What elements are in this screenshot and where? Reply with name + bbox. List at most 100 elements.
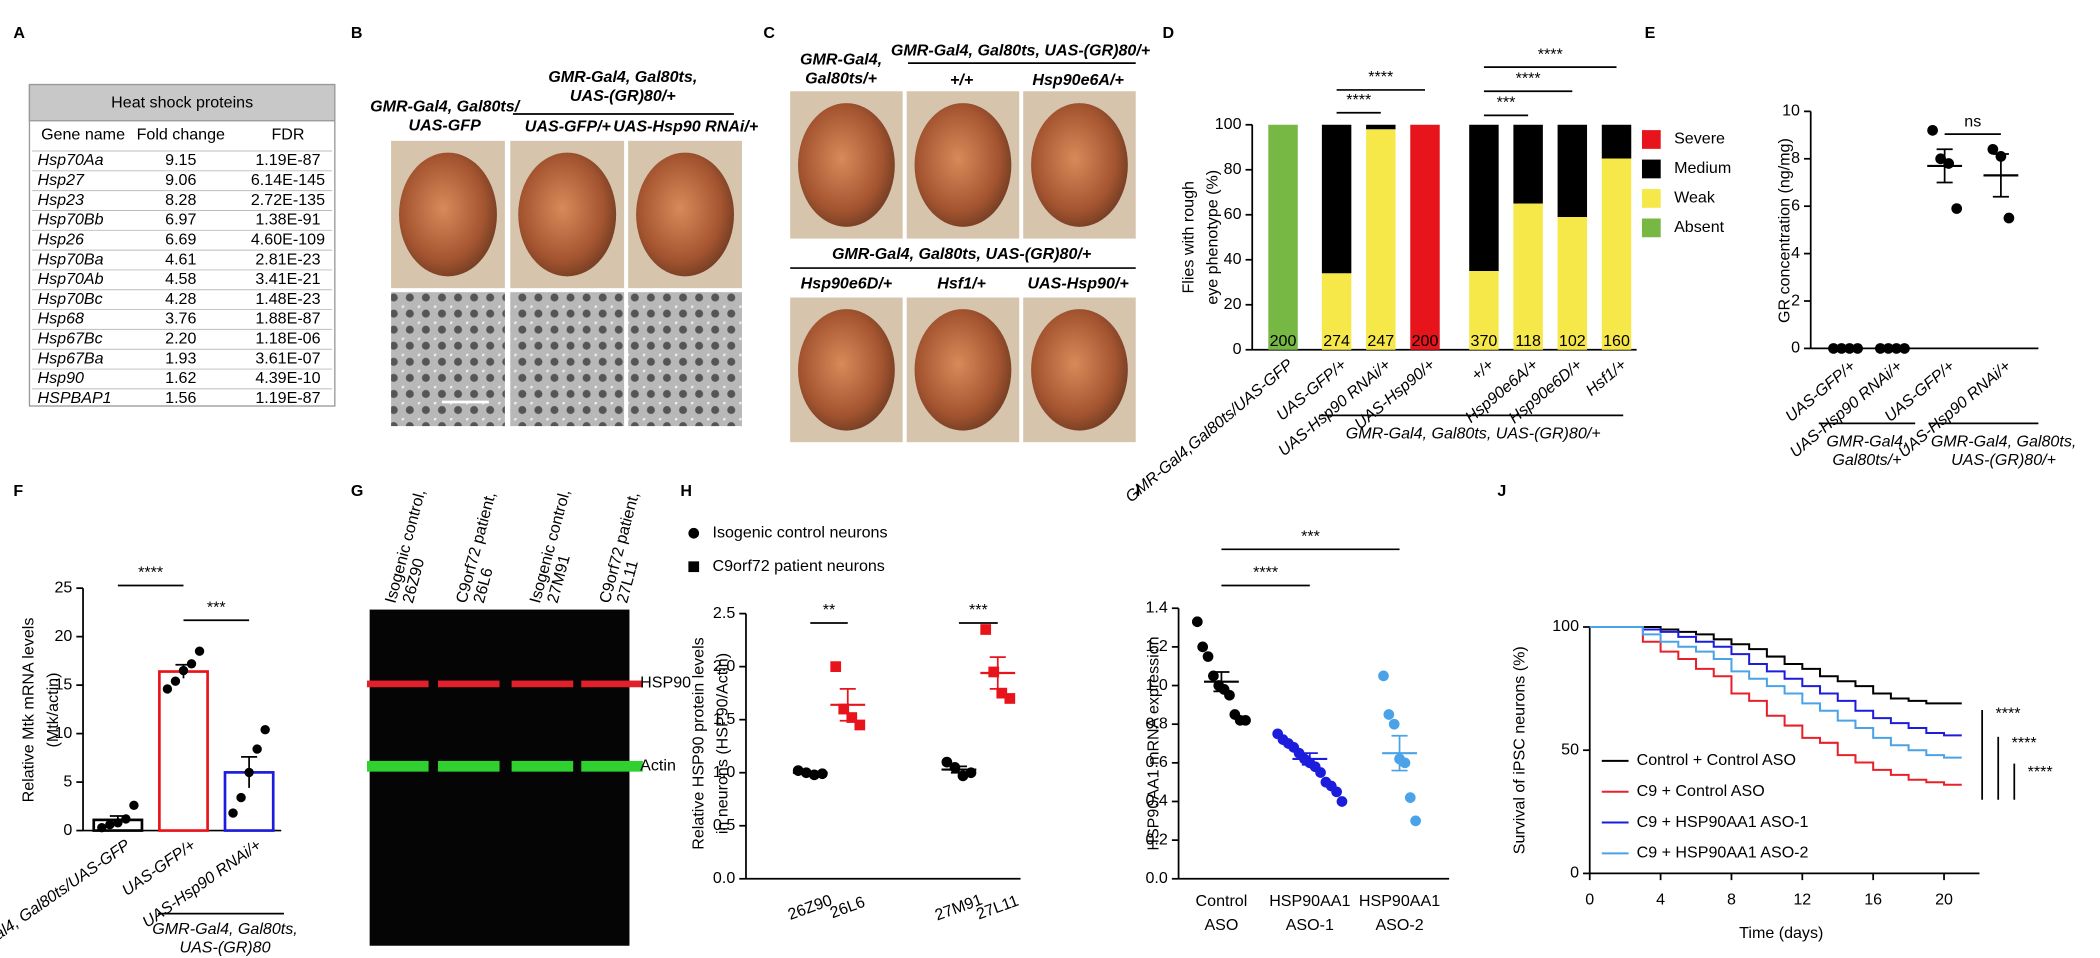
bar-segment <box>1321 273 1352 350</box>
panel-label: D <box>1163 24 1175 42</box>
group-label: GMR-Gal4, <box>1826 432 1907 450</box>
fdr: 1.48E-23 <box>255 290 320 308</box>
fold-change: 1.93 <box>165 349 196 367</box>
fdr: 1.19E-87 <box>255 151 320 169</box>
x-axis-label: Time (days) <box>1739 924 1823 942</box>
data-point <box>996 687 1008 699</box>
panel-label: C <box>763 24 775 42</box>
y-tick-label: 0 <box>1791 339 1800 357</box>
data-point <box>854 719 866 731</box>
bar-segment <box>1469 271 1499 350</box>
x-tick-label: HSP90AA1 <box>1359 892 1440 910</box>
y-tick-label: 10 <box>1782 102 1800 120</box>
y-axis-label: Survival of iPSC neurons (%) <box>1510 646 1528 854</box>
table-title: Heat shock proteins <box>111 94 253 112</box>
data-point <box>1191 616 1203 628</box>
significance-label: **** <box>2012 734 2037 752</box>
x-tick-label: 0 <box>1585 890 1594 908</box>
significance-label: ns <box>1964 112 1981 130</box>
y-axis-label: Flies with rough <box>1180 181 1198 294</box>
gene-name: Hsp70Ab <box>38 270 104 288</box>
fdr: 2.81E-23 <box>255 250 320 268</box>
y-tick-label: 40 <box>1224 250 1242 268</box>
significance-label: *** <box>207 598 226 616</box>
legend-label: C9orf72 patient neurons <box>713 557 885 575</box>
bar-segment <box>1410 124 1440 350</box>
data-point <box>846 712 858 723</box>
legend-swatch <box>1641 189 1661 208</box>
panel-label: J <box>1497 482 1506 500</box>
fdr: 6.14E-145 <box>251 171 325 189</box>
data-point <box>113 818 123 828</box>
data-point <box>260 725 270 735</box>
significance-label: **** <box>1253 564 1278 582</box>
data-point <box>1315 767 1326 778</box>
band-actin <box>511 760 574 772</box>
y-tick-label: 2 <box>1791 291 1800 309</box>
significance-label: *** <box>969 601 988 619</box>
legend-label: Isogenic control neurons <box>713 523 888 541</box>
count-label: 370 <box>1471 332 1498 350</box>
data-point <box>1004 693 1016 704</box>
fold-change: 3.76 <box>165 310 196 328</box>
histology <box>391 292 505 427</box>
y-tick-label: 0.5 <box>713 816 735 834</box>
band-actin <box>437 760 500 772</box>
eye <box>798 309 895 431</box>
count-label: 160 <box>1603 332 1630 350</box>
bar-segment <box>1601 158 1632 350</box>
gene-name: Hsp27 <box>38 171 85 189</box>
survival-line <box>1589 625 1962 759</box>
panel-label: I <box>1136 482 1140 500</box>
eye <box>399 152 497 277</box>
y-tick-label: 2.0 <box>713 657 735 675</box>
genotype-label: UAS-(GR)80/+ <box>570 87 676 105</box>
y-tick-label: 15 <box>54 675 72 693</box>
fold-change: 6.69 <box>165 230 196 248</box>
significance-label: **** <box>2028 763 2053 781</box>
x-tick-label: 26L6 <box>828 893 868 922</box>
data-point <box>178 665 189 676</box>
genotype-label: GMR-Gal4, Gal80ts, <box>548 68 697 86</box>
data-point <box>1202 651 1214 662</box>
y-tick-label: 0.4 <box>1146 792 1168 810</box>
fdr: 1.88E-87 <box>255 310 320 328</box>
data-point <box>236 792 246 803</box>
data-point <box>1378 670 1389 682</box>
y-tick-label: 0.8 <box>1146 714 1168 732</box>
x-tick-label: 20 <box>1935 890 1953 908</box>
fold-change: 9.06 <box>165 171 196 189</box>
y-tick-label: 5 <box>63 772 72 790</box>
bar-segment <box>1601 124 1632 159</box>
survival-line <box>1589 625 1962 786</box>
band-hsp90 <box>437 680 500 688</box>
significance-label: ** <box>823 601 836 619</box>
gene-name: HSPBAP1 <box>38 389 112 407</box>
bar <box>158 670 209 832</box>
data-point <box>1336 796 1348 807</box>
x-tick-label: ASO-2 <box>1375 916 1423 934</box>
y-tick-label: 80 <box>1224 160 1242 178</box>
x-tick-label: 4 <box>1656 890 1665 908</box>
y-tick-label: 0.2 <box>1146 830 1168 848</box>
data-point <box>2003 212 2015 224</box>
gene-name: Hsp67Bc <box>38 330 103 348</box>
y-axis-label: Relative HSP90 protein levels <box>689 637 707 850</box>
legend-label: Weak <box>1674 189 1716 207</box>
genotype-label: UAS-Hsp90 RNAi/+ <box>613 118 759 136</box>
panel-label: E <box>1645 24 1656 42</box>
significance-label: **** <box>1996 704 2021 722</box>
data-point <box>1987 143 1999 155</box>
fold-change: 4.61 <box>165 250 196 268</box>
column-header: Fold change <box>137 126 225 144</box>
x-tick-label: 12 <box>1793 890 1811 908</box>
legend-swatch <box>1641 159 1661 179</box>
y-tick-label: 100 <box>1552 617 1579 635</box>
eye <box>914 309 1012 431</box>
y-tick-label: 25 <box>54 578 72 596</box>
data-point <box>121 814 131 824</box>
legend-label: Absent <box>1674 218 1725 236</box>
survival-line <box>1589 625 1962 705</box>
bar-segment <box>1513 203 1543 350</box>
genotype-label: GMR-Gal4, Gal80ts/ <box>370 98 521 116</box>
